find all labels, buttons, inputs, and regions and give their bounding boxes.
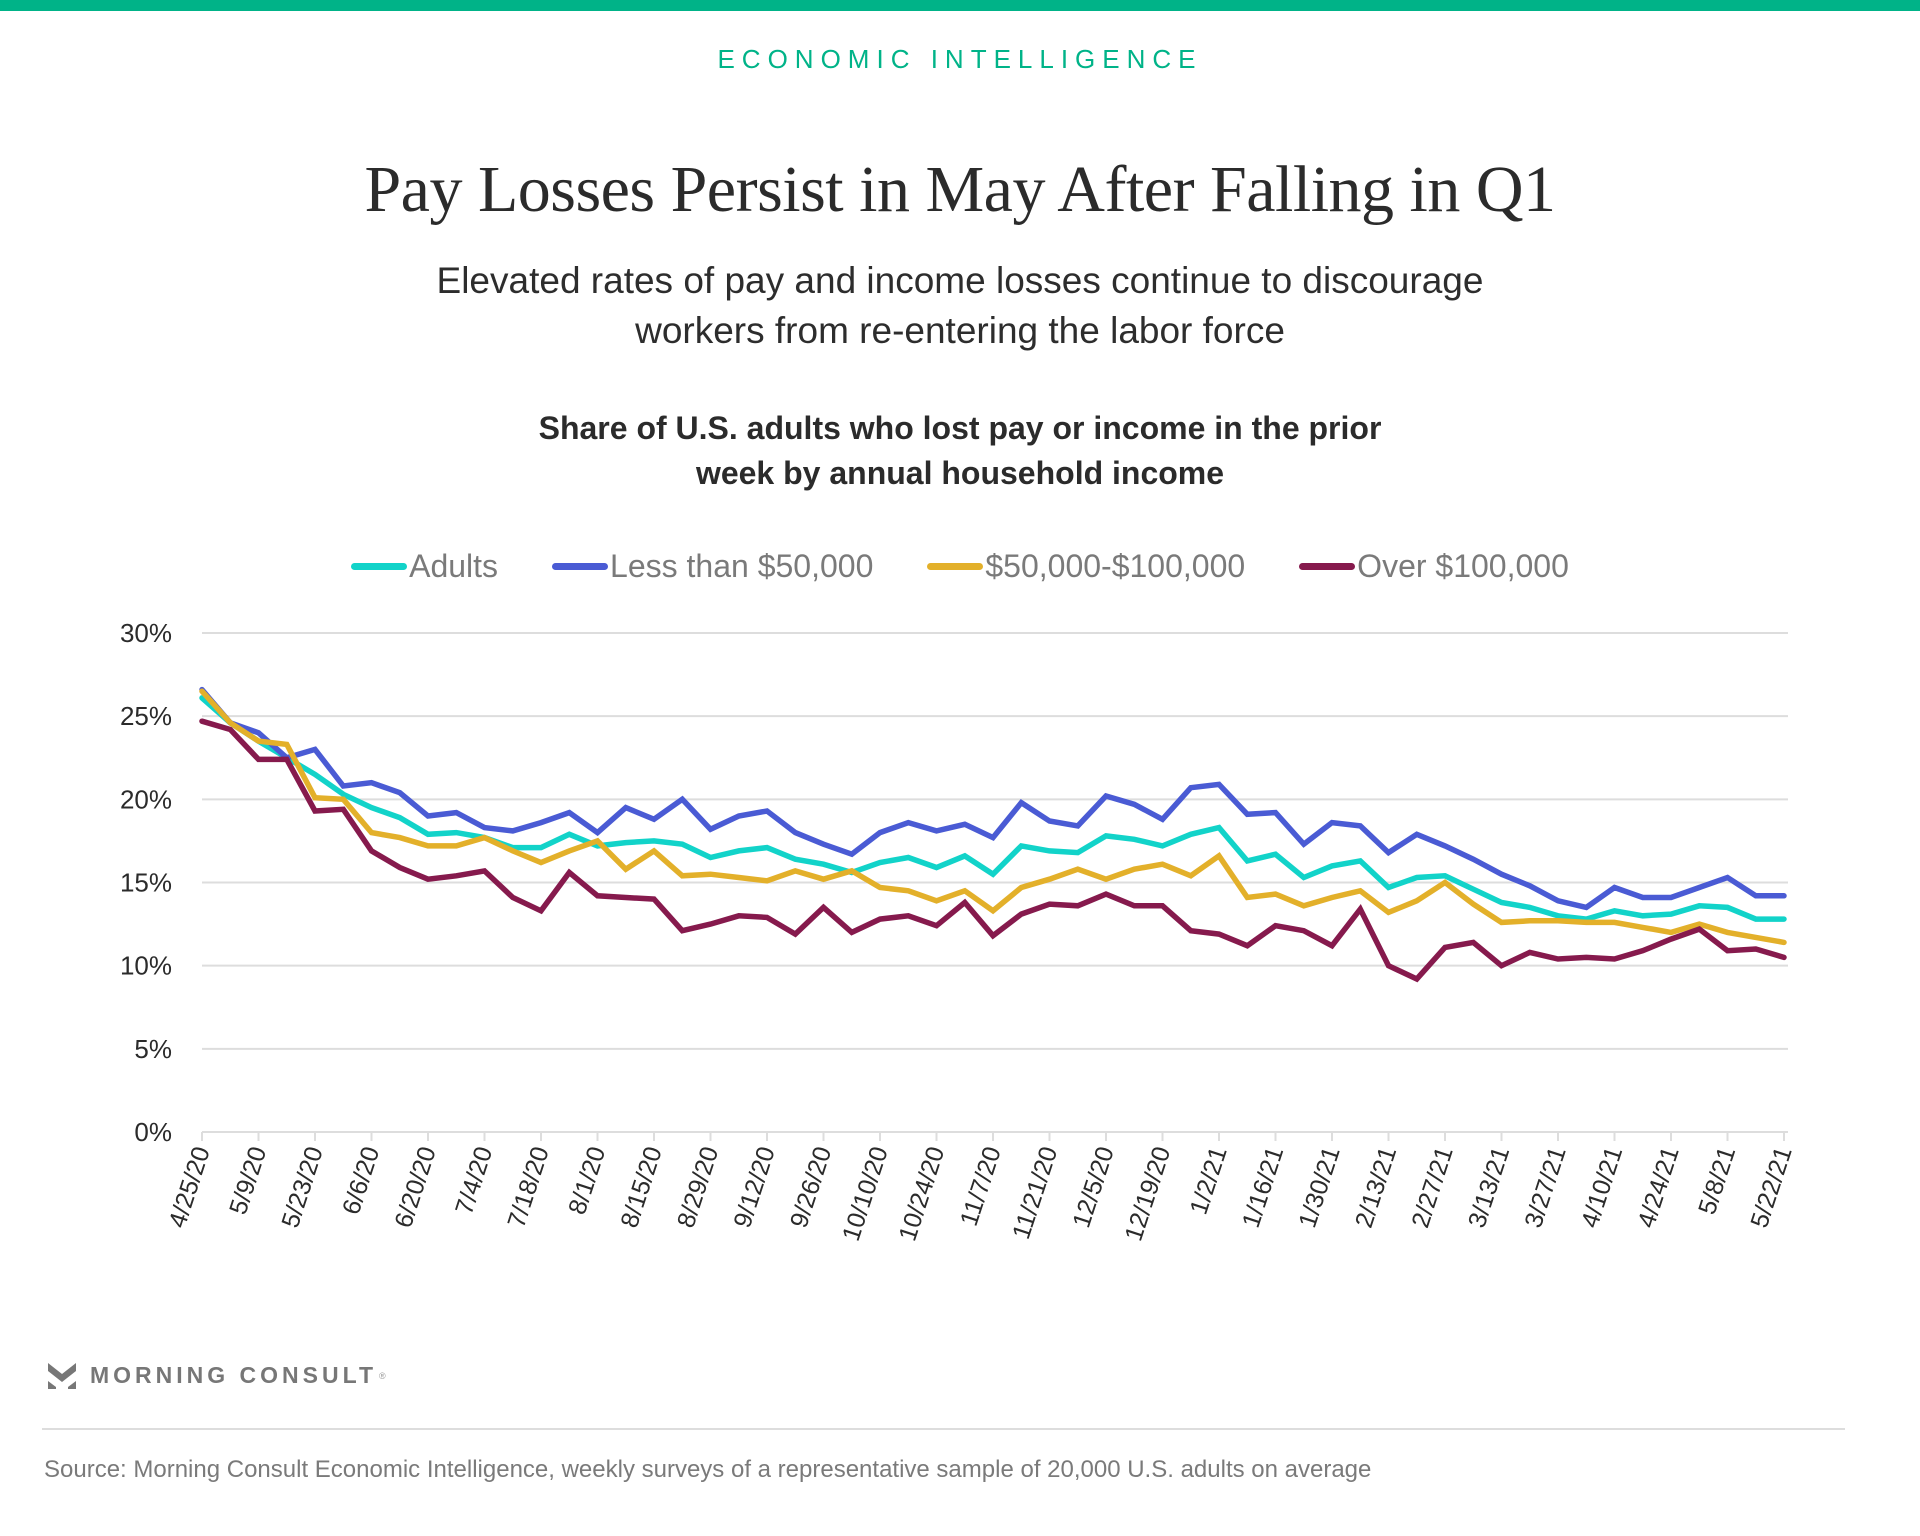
x-tick-label: 8/1/20 [563,1143,611,1218]
x-tick-label: 5/23/20 [276,1143,328,1231]
series-line-less-than-50k [199,686,1787,911]
x-tick-label: 2/27/21 [1406,1143,1458,1231]
brand-top-bar [0,0,1920,11]
registered-mark: ® [379,1370,386,1381]
legend-item-adults: Adults [351,548,498,585]
legend-swatch [927,563,984,570]
series-line-over-100k [199,718,1787,983]
x-tick-label: 4/10/21 [1576,1143,1628,1231]
x-tick-label: 7/4/20 [450,1143,498,1218]
x-tick-label: 10/24/20 [894,1143,951,1244]
legend-label: Over $100,000 [1357,548,1569,584]
y-tick-label: 10% [120,951,172,981]
x-tick-label: 4/24/21 [1632,1143,1684,1231]
y-tick-label: 25% [120,701,172,731]
legend-item-50k-100k: $50,000-$100,000 [927,548,1245,585]
legend-label: Adults [409,548,499,584]
legend-label: Less than $50,000 [610,548,874,584]
legend-item-over-100k: Over $100,000 [1299,548,1569,585]
x-tick-label: 2/13/21 [1350,1143,1402,1231]
x-axis: 4/25/20 5/9/20 5/23/20 6/6/20 6/20/20 7/4/20 7… [163,1132,1798,1244]
x-tick-label: 10/10/20 [837,1143,894,1244]
section-kicker: ECONOMIC INTELLIGENCE [717,44,1203,74]
x-tick-label: 4/25/20 [163,1143,215,1231]
x-tick-label: 5/22/21 [1745,1143,1797,1231]
x-tick-label: 12/5/20 [1067,1143,1119,1231]
legend-item-less-than-50k: Less than $50,000 [552,548,873,585]
grid-lines [202,632,1788,1133]
y-tick-label: 5% [134,1034,172,1064]
x-tick-label: 3/13/21 [1463,1143,1515,1231]
series-line-mid-income [199,688,1787,946]
subtitle-line: workers from re-entering the labor force [635,310,1285,351]
x-tick-label: 8/15/20 [615,1143,667,1231]
y-tick-label: 20% [120,784,172,814]
x-tick-label: 11/7/20 [955,1143,1007,1229]
source-note: Source: Morning Consult Economic Intelli… [44,1456,1372,1483]
x-tick-label: 5/8/21 [1693,1143,1741,1218]
y-tick-label: 15% [120,868,172,898]
series-lines [199,686,1787,983]
morning-consult-logo: MORNING CONSULT ® [48,1362,386,1389]
x-tick-label: 6/6/20 [337,1143,385,1218]
legend-swatch [351,563,408,570]
chart-title-line: week by annual household income [695,455,1225,491]
y-tick-label: 30% [120,618,172,648]
legend-swatch [552,563,609,570]
x-tick-label: 9/12/20 [728,1143,780,1231]
page-title: Pay Losses Persist in May After Falling … [364,153,1556,226]
x-tick-label: 12/19/20 [1120,1143,1177,1244]
x-tick-label: 6/20/20 [389,1143,441,1231]
x-tick-label: 3/27/21 [1519,1143,1571,1231]
legend-swatch [1299,563,1356,570]
x-tick-label: 1/2/21 [1185,1143,1233,1218]
x-tick-label: 5/9/20 [224,1143,272,1218]
chart-title: Share of U.S. adults who lost pay or inc… [360,406,1560,496]
morning-consult-logo-icon [48,1362,76,1389]
chart-title-line: Share of U.S. adults who lost pay or inc… [538,410,1382,446]
page-subtitle: Elevated rates of pay and income losses … [360,256,1560,356]
x-tick-label: 11/21/20 [1007,1143,1063,1242]
legend-label: $50,000-$100,000 [985,548,1246,584]
footer-divider [42,1428,1845,1430]
y-axis-labels: 0% 5% 10% 15% 20% 25% 30% [120,618,172,1147]
x-tick-label: 1/30/21 [1293,1143,1345,1231]
x-tick-label: 9/26/20 [785,1143,837,1231]
chart-legend: Adults Less than $50,000 $50,000-$100,00… [0,548,1920,585]
series-line-adults [199,695,1787,922]
x-tick-label: 8/29/20 [672,1143,724,1231]
logo-text: MORNING CONSULT [90,1362,378,1388]
y-tick-label: 0% [134,1117,172,1147]
subtitle-line: Elevated rates of pay and income losses … [436,260,1484,301]
line-chart: 0% 5% 10% 15% 20% 25% 30% 4/25/20 5/9/20 5/23/20… [120,618,1798,1244]
x-tick-label: 7/18/20 [502,1143,554,1231]
x-tick-label: 1/16/21 [1237,1143,1289,1231]
